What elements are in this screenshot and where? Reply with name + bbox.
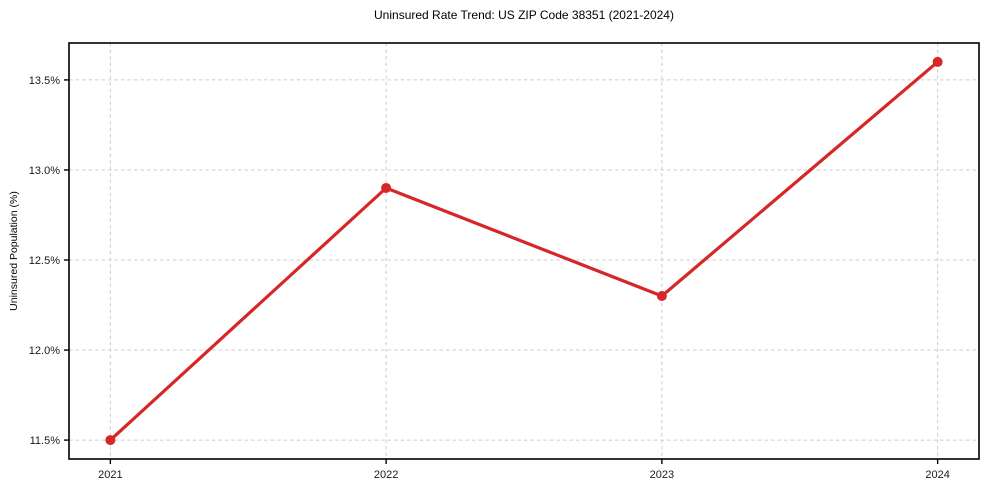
y-tick-label: 13.0%: [29, 165, 60, 177]
x-tick-label: 2021: [98, 469, 122, 481]
data-point: [932, 56, 943, 67]
y-tick-label: 12.5%: [29, 255, 60, 267]
plot-border: [68, 42, 980, 460]
x-tick-label: 2022: [374, 469, 398, 481]
x-tick-label: 2023: [650, 469, 674, 481]
data-point: [381, 182, 392, 193]
data-point: [656, 291, 667, 302]
data-point: [105, 435, 116, 446]
x-tick-label: 2024: [925, 469, 949, 481]
y-tick-label: 13.5%: [29, 75, 60, 87]
y-tick-label: 12.0%: [29, 345, 60, 357]
y-tick-label: 11.5%: [30, 435, 61, 447]
chart-title: Uninsured Rate Trend: US ZIP Code 38351 …: [374, 8, 674, 22]
trend-line: [108, 60, 940, 442]
